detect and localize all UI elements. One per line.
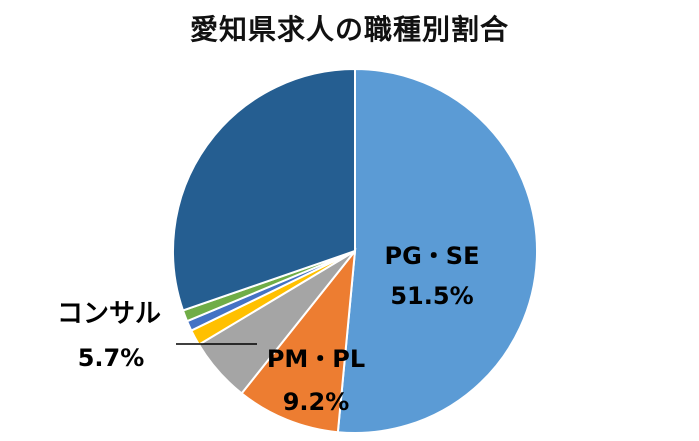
- slice-label-pm-pl-name: PM・PL: [267, 345, 365, 373]
- slice-label-pg-se-name: PG・SE: [385, 242, 480, 270]
- slice-label-pm-pl-value: 9.2%: [283, 388, 350, 416]
- pie-slice-0: [336, 67, 538, 434]
- slice-layer: [172, 67, 538, 434]
- pie-slice-6: [172, 67, 356, 312]
- slice-label-consul-value: 5.7%: [78, 344, 145, 372]
- slice-label-pg-se-value: 51.5%: [390, 282, 473, 310]
- chart-title: 愛知県求人の職種別割合: [189, 13, 509, 46]
- pie-slice-1: [240, 247, 357, 434]
- slice-label-consul-name: コンサル: [57, 299, 161, 329]
